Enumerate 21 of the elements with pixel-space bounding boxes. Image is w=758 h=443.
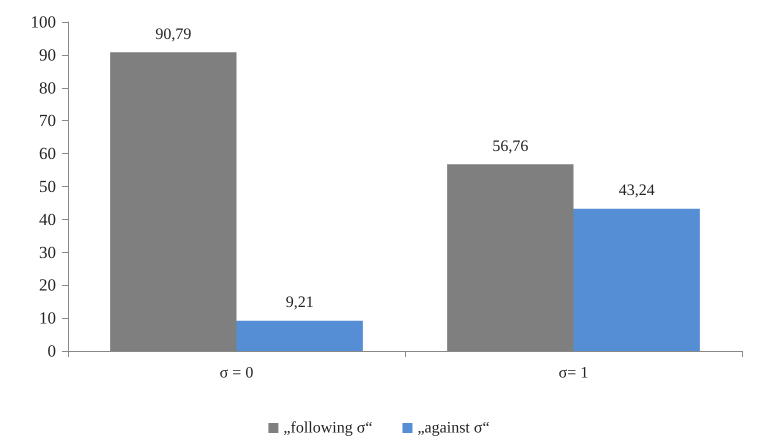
x-tick-label: σ= 1 bbox=[558, 364, 588, 382]
y-tick-label: 60 bbox=[39, 144, 56, 164]
data-label: 56,76 bbox=[492, 138, 528, 155]
y-tick-label: 20 bbox=[39, 276, 56, 295]
y-tick-label: 40 bbox=[39, 210, 56, 229]
x-tick-label: σ = 0 bbox=[220, 364, 254, 382]
y-tick-label: 50 bbox=[39, 177, 56, 196]
y-tick-label: 0 bbox=[48, 342, 56, 360]
y-tick-label: 80 bbox=[39, 78, 56, 98]
y-tick-label: 70 bbox=[39, 111, 56, 130]
y-tick-label: 10 bbox=[39, 308, 56, 328]
data-label: 90,79 bbox=[155, 26, 192, 43]
legend-label: „following σ“ bbox=[283, 420, 372, 436]
bar bbox=[574, 208, 700, 351]
legend-label: „against σ“ bbox=[417, 420, 490, 436]
data-label: 9,21 bbox=[286, 294, 314, 312]
bar bbox=[236, 320, 363, 351]
data-label: 43,24 bbox=[618, 182, 655, 200]
y-tick-label: 100 bbox=[30, 12, 56, 32]
y-tick-label: 90 bbox=[39, 45, 56, 64]
y-tick-label: 30 bbox=[39, 242, 56, 262]
